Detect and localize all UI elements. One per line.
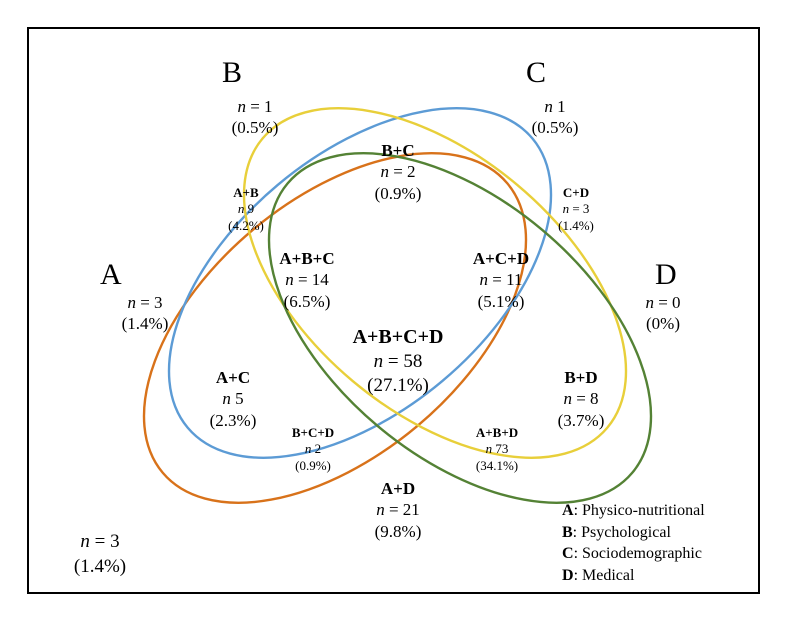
- region-ABD-label: A+B+D: [452, 425, 542, 441]
- region-BD: B+D n = 8 (3.7%): [526, 367, 636, 431]
- region-AB: A+B n 9 (4.2%): [206, 185, 286, 234]
- outside-count: n = 3 (1.4%): [55, 530, 145, 579]
- region-AD-pct: (9.8%): [338, 521, 458, 542]
- region-BC-label: B+C: [338, 140, 458, 161]
- region-AD-n: = 21: [385, 500, 420, 519]
- region-AC: A+C n 5 (2.3%): [178, 367, 288, 431]
- region-AC-n: 5: [231, 389, 244, 408]
- set-letter-A: A: [100, 258, 122, 292]
- region-AC-label: A+C: [178, 367, 288, 388]
- region-ABD-n: 73: [492, 441, 508, 456]
- region-C-n: 1: [553, 97, 566, 116]
- region-ABC-pct: (6.5%): [242, 291, 372, 312]
- legend-row-D: D: Medical: [562, 565, 705, 587]
- region-ABC-n: = 14: [294, 270, 329, 289]
- region-BD-n: = 8: [572, 389, 599, 408]
- region-ABCD-n: = 58: [383, 351, 422, 372]
- region-C: n 1 (0.5%): [500, 96, 610, 139]
- region-ACD: A+C+D n = 11 (5.1%): [436, 248, 566, 312]
- region-BC-n: = 2: [389, 162, 416, 181]
- region-B-n: = 1: [246, 97, 273, 116]
- region-ACD-label: A+C+D: [436, 248, 566, 269]
- region-B: n = 1 (0.5%): [200, 96, 310, 139]
- region-BC: B+C n = 2 (0.9%): [338, 140, 458, 204]
- region-AB-pct: (4.2%): [206, 218, 286, 234]
- region-C-pct: (0.5%): [500, 117, 610, 138]
- region-AD: A+D n = 21 (9.8%): [338, 478, 458, 542]
- legend-row-B: B: Psychological: [562, 522, 705, 544]
- region-BC-pct: (0.9%): [338, 183, 458, 204]
- region-ACD-n: = 11: [488, 270, 522, 289]
- region-ABC: A+B+C n = 14 (6.5%): [242, 248, 372, 312]
- region-D: n = 0 (0%): [608, 292, 718, 335]
- region-ABCD-pct: (27.1%): [318, 374, 478, 398]
- outside-n: = 3: [90, 531, 120, 552]
- region-AB-label: A+B: [206, 185, 286, 201]
- region-AB-n: 9: [244, 201, 254, 216]
- region-CD-n: = 3: [569, 201, 589, 216]
- venn-diagram-canvas: A B C D n = 3 (1.4%) n = 1 (0.5%) n 1 (0…: [0, 0, 789, 621]
- outside-pct: (1.4%): [55, 555, 145, 580]
- legend-row-A: A: Physico-nutritional: [562, 500, 705, 522]
- region-ABC-label: A+B+C: [242, 248, 372, 269]
- region-CD-label: C+D: [536, 185, 616, 201]
- region-D-n: = 0: [654, 293, 681, 312]
- region-ABCD: A+B+C+D n = 58 (27.1%): [318, 325, 478, 398]
- region-CD-pct: (1.4%): [536, 218, 616, 234]
- region-BCD: B+C+D n 2 (0.9%): [268, 425, 358, 474]
- set-letter-C: C: [526, 56, 546, 90]
- region-ABCD-label: A+B+C+D: [318, 325, 478, 350]
- region-BD-pct: (3.7%): [526, 410, 636, 431]
- region-BD-label: B+D: [526, 367, 636, 388]
- region-BCD-label: B+C+D: [268, 425, 358, 441]
- region-CD: C+D n = 3 (1.4%): [536, 185, 616, 234]
- region-D-pct: (0%): [608, 313, 718, 334]
- region-B-pct: (0.5%): [200, 117, 310, 138]
- region-ABD-pct: (34.1%): [452, 458, 542, 474]
- region-A: n = 3 (1.4%): [90, 292, 200, 335]
- region-BCD-pct: (0.9%): [268, 458, 358, 474]
- region-BCD-n: 2: [311, 441, 321, 456]
- region-ACD-pct: (5.1%): [436, 291, 566, 312]
- set-letter-D: D: [655, 258, 677, 292]
- region-A-n: = 3: [136, 293, 163, 312]
- legend-row-C: C: Sociodemographic: [562, 543, 705, 565]
- region-ABD: A+B+D n 73 (34.1%): [452, 425, 542, 474]
- legend: A: Physico-nutritional B: Psychological …: [562, 500, 705, 586]
- region-A-pct: (1.4%): [90, 313, 200, 334]
- region-AD-label: A+D: [338, 478, 458, 499]
- set-letter-B: B: [222, 56, 242, 90]
